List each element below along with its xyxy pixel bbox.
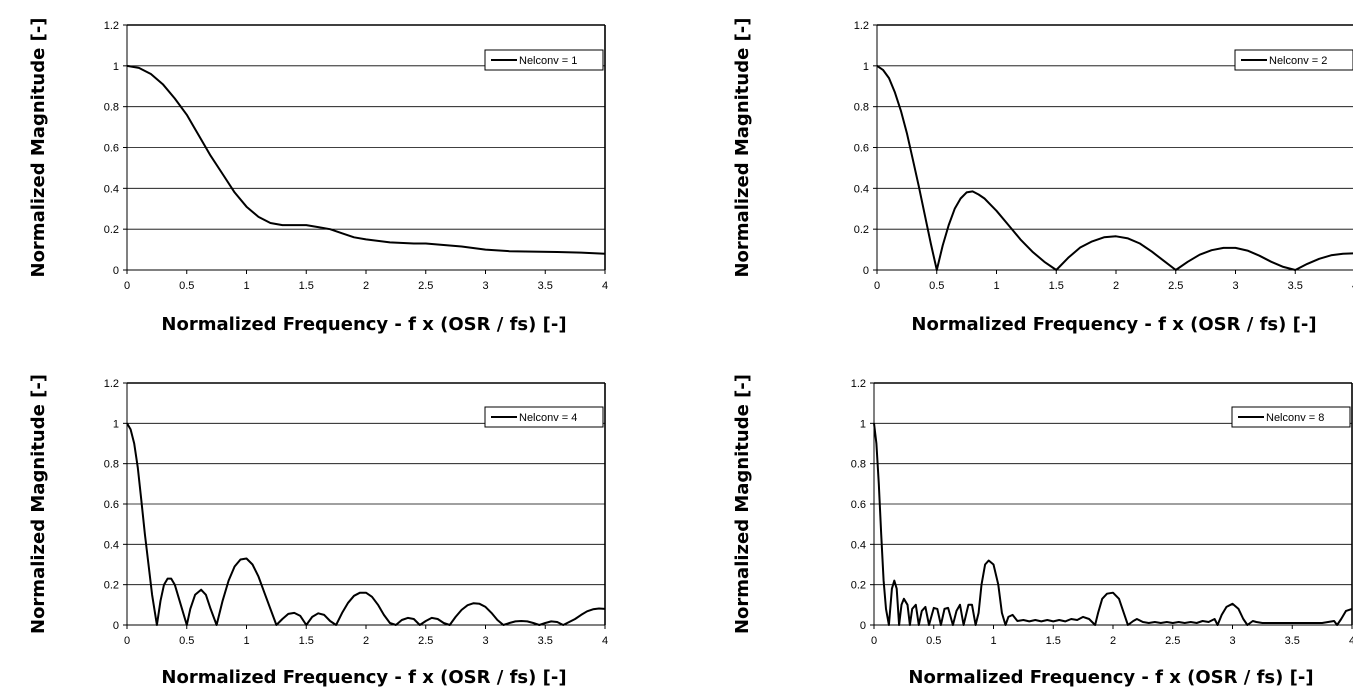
y-tick-label: 0.6 [854, 143, 869, 155]
y-tick-label: 0.8 [104, 459, 119, 471]
y-tick-label: 0.8 [104, 102, 119, 114]
y-tick-label: 0.4 [104, 539, 119, 551]
y-tick-label: 0.6 [104, 499, 119, 511]
x-tick-label: 3 [482, 635, 488, 647]
x-tick-label: 0 [124, 280, 130, 292]
x-tick-label: 3.5 [538, 635, 553, 647]
legend-label: Nelconv = 1 [519, 55, 577, 67]
y-tick-label: 1.2 [854, 20, 869, 32]
x-tick-label: 4 [602, 635, 608, 647]
y-axis-title: Normalized Magnitude [-] [28, 17, 49, 277]
y-tick-label: 0.4 [851, 539, 866, 551]
y-tick-label: 0.2 [854, 224, 869, 236]
legend-label: Nelconv = 4 [519, 412, 577, 424]
y-tick-label: 0.2 [104, 580, 119, 592]
x-axis-title: Normalized Frequency - f x (OSR / fs) [-… [161, 314, 566, 335]
legend-box [484, 49, 604, 71]
x-axis-title: Normalized Frequency - f x (OSR / fs) [-… [911, 314, 1316, 335]
x-tick-label: 3.5 [1288, 280, 1303, 292]
x-tick-label: 4 [602, 280, 608, 292]
series-line [873, 423, 1353, 626]
chart-panel-4: 0 0.2 0.4 0.6 0.8 1 1.2 0 0.5 1 1.5 2 2.5 3 3.5 4 Nelcon… [732, 374, 1353, 688]
x-tick-label: 4 [1352, 280, 1353, 292]
x-tick-label: 0.5 [929, 280, 944, 292]
series-line [126, 64, 606, 255]
x-tick-label: 0 [871, 635, 877, 647]
x-axis-title: Normalized Frequency - f x (OSR / fs) [-… [908, 667, 1313, 688]
x-tick-label: 1.5 [1046, 635, 1061, 647]
x-tick-label: 2 [363, 280, 369, 292]
x-tick-label: 2 [1113, 280, 1119, 292]
x-tick-label: 3 [482, 280, 488, 292]
legend-box [484, 406, 604, 428]
y-tick-label: 0 [860, 620, 866, 632]
y-tick-label: 1.2 [104, 378, 119, 390]
x-tick-label: 3.5 [538, 280, 553, 292]
x-axis-title: Normalized Frequency - f x (OSR / fs) [-… [161, 667, 566, 688]
x-tick-label: 3 [1232, 280, 1238, 292]
legend-label: Nelconv = 8 [1266, 412, 1324, 424]
x-tick-label: 0 [874, 280, 880, 292]
y-tick-label: 1 [113, 418, 119, 430]
legend-box [1231, 406, 1351, 428]
y-tick-label: 0.2 [851, 580, 866, 592]
chart-panel-1: 0 0.2 0.4 0.6 0.8 1 1.2 0 0.5 1 1.5 2 2.5 3 3.5 4 Nelcon… [28, 17, 608, 335]
x-tick-label: 2 [1110, 635, 1116, 647]
x-tick-label: 1 [243, 280, 249, 292]
x-tick-label: 2.5 [418, 635, 433, 647]
legend-box [1234, 49, 1353, 71]
x-tick-label: 1 [990, 635, 996, 647]
x-tick-label: 2.5 [418, 280, 433, 292]
y-tick-label: 0.4 [854, 183, 869, 195]
x-tick-label: 2.5 [1168, 280, 1183, 292]
y-tick-label: 0.8 [854, 102, 869, 114]
chart-panel-3: 0 0.2 0.4 0.6 0.8 1 1.2 0 0.5 1 1.5 2 2.5 3 3.5 4 Nelcon… [28, 374, 608, 688]
x-tick-label: 3.5 [1285, 635, 1300, 647]
x-tick-label: 1 [993, 280, 999, 292]
y-tick-label: 1 [863, 61, 869, 73]
y-axis-title: Normalized Magnitude [-] [732, 374, 753, 634]
y-tick-label: 1 [113, 61, 119, 73]
y-tick-label: 0 [113, 620, 119, 632]
y-tick-label: 0 [863, 265, 869, 277]
legend-label: Nelconv = 2 [1269, 55, 1327, 67]
y-tick-label: 0 [113, 265, 119, 277]
x-tick-label: 3 [1229, 635, 1235, 647]
y-tick-label: 1 [860, 418, 866, 430]
y-tick-label: 1.2 [104, 20, 119, 32]
x-tick-label: 2 [363, 635, 369, 647]
y-tick-label: 0.4 [104, 183, 119, 195]
y-tick-label: 1.2 [851, 378, 866, 390]
y-tick-label: 0.6 [104, 143, 119, 155]
x-tick-label: 0.5 [926, 635, 941, 647]
series-line [126, 422, 606, 626]
x-tick-label: 4 [1349, 635, 1353, 647]
y-axis-title: Normalized Magnitude [-] [732, 17, 753, 277]
x-tick-label: 1.5 [1049, 280, 1064, 292]
x-tick-label: 2.5 [1165, 635, 1180, 647]
x-tick-label: 0 [124, 635, 130, 647]
x-tick-label: 0.5 [179, 635, 194, 647]
x-tick-label: 1.5 [299, 280, 314, 292]
y-tick-label: 0.2 [104, 224, 119, 236]
x-tick-label: 1 [243, 635, 249, 647]
chart-panel-2: 0 0.2 0.4 0.6 0.8 1 1.2 0 0.5 1 1.5 2 2.5 3 3.5 4 Nelcon… [732, 17, 1353, 335]
x-tick-label: 0.5 [179, 280, 194, 292]
y-axis-title: Normalized Magnitude [-] [28, 374, 49, 634]
y-tick-label: 0.6 [851, 499, 866, 511]
series-line [876, 64, 1353, 271]
x-tick-label: 1.5 [299, 635, 314, 647]
y-tick-label: 0.8 [851, 459, 866, 471]
